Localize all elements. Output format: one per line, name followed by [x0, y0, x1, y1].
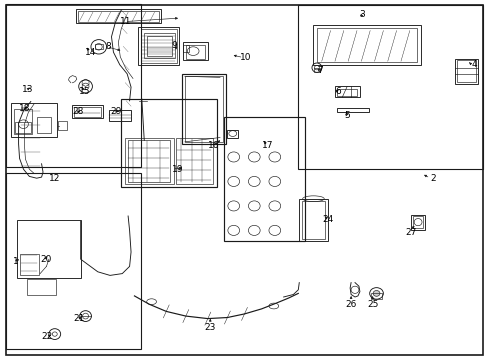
Text: 3: 3 [359, 10, 365, 19]
Bar [337, 89, 356, 96]
Bar [185, 45, 205, 59]
Bar [144, 33, 174, 58]
Bar [76, 9, 161, 23]
Text: 8: 8 [105, 42, 111, 51]
Bar [312, 25, 420, 65]
Bar [184, 76, 223, 142]
Text: 27: 27 [404, 228, 416, 237]
Text: 7: 7 [316, 66, 322, 75]
Text: 2: 2 [429, 174, 435, 183]
Bar [313, 68, 319, 72]
Bar [138, 27, 179, 65]
Bar [37, 117, 51, 133]
Text: 10: 10 [239, 53, 251, 62]
Text: 13: 13 [22, 85, 34, 94]
Bar [15, 122, 31, 133]
Bar [183, 45, 189, 52]
Text: 23: 23 [204, 323, 216, 332]
Bar [78, 11, 159, 22]
Ellipse shape [372, 291, 379, 296]
Bar [124, 138, 173, 184]
Bar [183, 42, 207, 60]
Bar [412, 216, 423, 228]
Bar [337, 108, 368, 112]
Bar [316, 28, 416, 62]
Text: 18: 18 [19, 104, 30, 112]
Text: 4: 4 [471, 60, 477, 69]
Bar [299, 199, 327, 241]
Bar [6, 173, 141, 349]
Bar [454, 59, 477, 84]
Bar [410, 215, 425, 230]
Text: 5: 5 [344, 111, 350, 120]
Bar [95, 44, 102, 49]
Text: 1: 1 [13, 256, 19, 265]
Text: 28: 28 [72, 107, 83, 116]
Bar [456, 60, 475, 82]
Text: 22: 22 [41, 332, 53, 341]
Text: 20: 20 [41, 255, 52, 264]
Bar [128, 140, 169, 182]
Bar [6, 4, 141, 167]
Text: 9: 9 [171, 40, 177, 49]
Text: 17: 17 [262, 141, 273, 150]
Text: 19: 19 [172, 165, 183, 174]
Bar [370, 293, 382, 299]
Bar [176, 138, 212, 184]
Bar [224, 117, 304, 241]
Text: 26: 26 [345, 300, 356, 309]
Text: 12: 12 [49, 174, 61, 183]
Bar [146, 36, 172, 56]
Bar [302, 201, 324, 239]
Bar [74, 107, 101, 117]
Bar [20, 254, 39, 275]
Text: 16: 16 [208, 141, 220, 150]
Bar [227, 130, 238, 138]
Text: 11: 11 [120, 17, 131, 26]
Bar [17, 220, 81, 278]
Bar [14, 109, 32, 134]
Bar [298, 5, 482, 169]
Text: 21: 21 [73, 314, 84, 323]
Bar [141, 29, 176, 63]
Text: 25: 25 [366, 300, 378, 309]
Bar [58, 121, 66, 130]
Text: 24: 24 [322, 215, 333, 224]
Bar [121, 99, 216, 187]
Bar [72, 105, 102, 118]
Text: 14: 14 [84, 48, 96, 57]
Bar [27, 279, 56, 295]
Text: 29: 29 [110, 107, 121, 116]
Bar [108, 110, 130, 121]
Bar [334, 86, 360, 97]
Text: 15: 15 [79, 87, 91, 96]
Text: 6: 6 [334, 87, 340, 96]
Bar [182, 74, 225, 144]
Bar [11, 103, 57, 137]
